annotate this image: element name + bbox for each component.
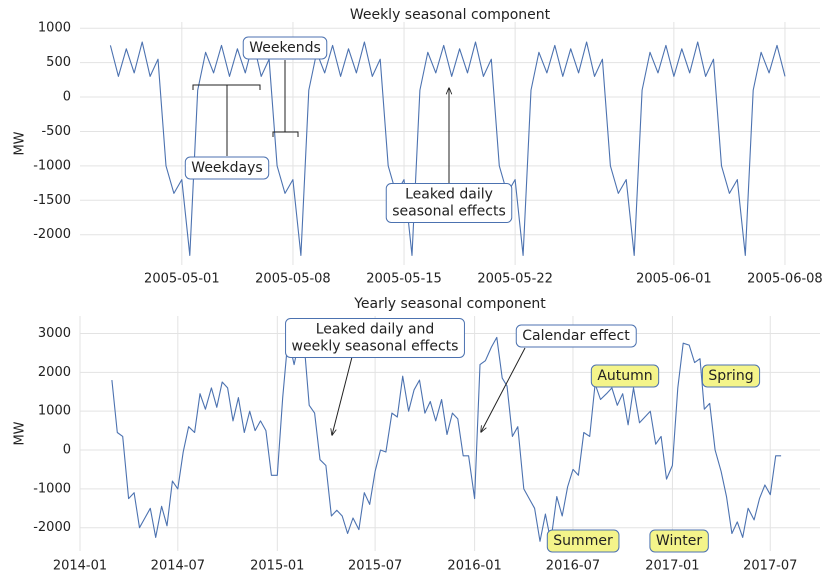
annotation-text: Calendar effect — [522, 328, 630, 344]
annotation-line: Leaked daily and — [316, 322, 435, 338]
x-tick-label: 2015-01 — [250, 559, 304, 574]
x-tick-label: 2005-05-01 — [144, 272, 220, 287]
x-tick-label: 2016-07 — [546, 559, 600, 574]
annotation-box — [285, 318, 465, 358]
y-tick-label: -2000 — [33, 520, 71, 535]
x-tick-label: 2005-06-01 — [636, 272, 712, 287]
x-tick-label: 2015-07 — [348, 559, 402, 574]
annotation: Winter — [649, 529, 709, 553]
annotation-line: Calendar effect — [522, 328, 630, 344]
weekend-bracket — [272, 131, 299, 137]
y-tick-label: 3000 — [38, 326, 71, 341]
annotation: Weekends — [242, 36, 328, 60]
y-tick-label: -2000 — [33, 227, 71, 242]
line-series — [109, 41, 786, 256]
x-tick-label: 2014-07 — [151, 559, 205, 574]
y-tick-label: -1500 — [33, 193, 71, 208]
annotation-line: Summer — [553, 533, 613, 549]
x-tick-label: 2014-01 — [53, 559, 107, 574]
annotation-box — [184, 156, 270, 180]
annotation-text: Autumn — [597, 368, 652, 384]
annotation: Weekdays — [184, 156, 270, 180]
annotation-line: Winter — [656, 533, 702, 549]
annotation-text: Winter — [656, 533, 702, 549]
annotation-text: Leaked daily seasonal effects — [392, 187, 506, 220]
annotation-text: Spring — [708, 368, 753, 384]
annotation-box — [515, 324, 637, 348]
annotation-line: Weekends — [249, 40, 321, 56]
annotation: Autumn — [590, 364, 660, 388]
y-tick-label: 1000 — [38, 21, 71, 36]
annotation-box — [385, 183, 513, 223]
chart-title: Yearly seasonal component — [353, 296, 546, 312]
annotation-box — [242, 36, 328, 60]
x-tick-label: 2005-05-08 — [255, 272, 331, 287]
arrow — [332, 356, 353, 435]
annotation: Summer — [546, 529, 620, 553]
annotation: Leaked daily seasonal effects — [385, 183, 513, 223]
annotation: Calendar effect — [515, 324, 637, 348]
x-tick-label: 2005-05-22 — [477, 272, 553, 287]
line-series — [111, 336, 782, 542]
annotation-box — [590, 364, 660, 388]
chart-panel: Weekly seasonal component MW -2000 -1500 -10… — [13, 7, 823, 287]
y-tick-label: 0 — [63, 90, 71, 105]
y-axis-label: MW — [13, 421, 28, 445]
annotation-line: Weekdays — [191, 160, 262, 176]
annotation-text: Summer — [553, 533, 613, 549]
y-tick-label: 1000 — [38, 404, 71, 419]
y-tick-label: 500 — [46, 55, 71, 70]
annotation-text: Weekdays — [191, 160, 262, 176]
x-tick-label: 2017-07 — [743, 559, 797, 574]
annotation: Leaked daily and weekly seasonal effects — [285, 318, 465, 358]
x-tick-label: 2017-01 — [645, 559, 699, 574]
y-tick-label: -1000 — [33, 158, 71, 173]
annotation-line: Spring — [708, 368, 753, 384]
annotation-decorations — [192, 60, 526, 435]
y-axis-label: MW — [13, 131, 28, 155]
x-tick-label: 2005-06-08 — [747, 272, 823, 287]
y-tick-label: -500 — [41, 124, 71, 139]
annotation-text: Weekends — [249, 40, 321, 56]
annotation-line: seasonal effects — [392, 204, 506, 220]
x-tick-label: 2016-01 — [447, 559, 501, 574]
annotation-box — [546, 529, 620, 553]
y-tick-label: 2000 — [38, 365, 71, 380]
annotation-text: Leaked daily and weekly seasonal effects — [292, 322, 459, 355]
annotation-line: Autumn — [597, 368, 652, 384]
annotation: Spring — [701, 364, 761, 388]
y-tick-label: -1000 — [33, 481, 71, 496]
annotation-line: Leaked daily — [405, 187, 493, 203]
y-tick-label: 0 — [63, 443, 71, 458]
chart-title: Weekly seasonal component — [350, 7, 551, 23]
annotation-box — [649, 529, 709, 553]
x-tick-label: 2005-05-15 — [366, 272, 442, 287]
annotation-box — [701, 364, 761, 388]
annotation-line: weekly seasonal effects — [292, 339, 459, 355]
arrow — [481, 347, 526, 432]
